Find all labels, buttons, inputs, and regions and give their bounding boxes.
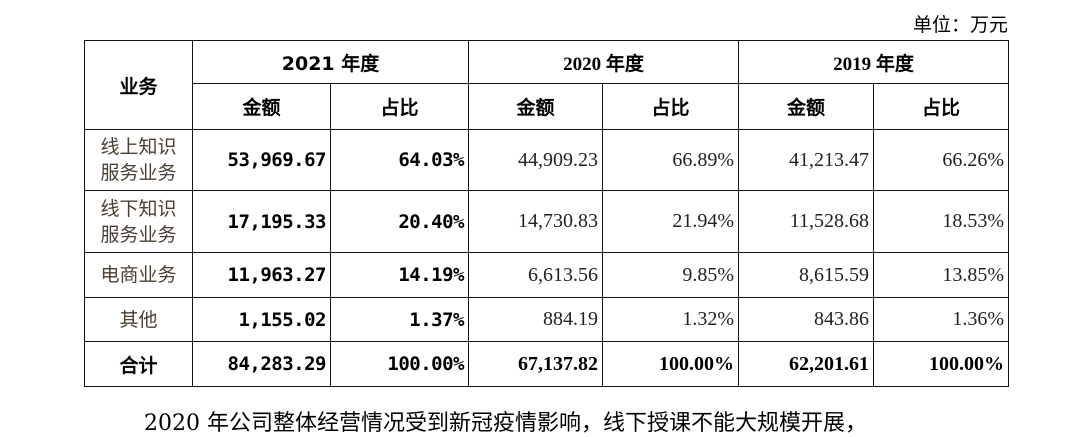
business-name: 线上知识 服务业务 bbox=[84, 129, 193, 191]
header-year: 2021 年度 bbox=[192, 40, 469, 84]
header-share: 占比 bbox=[873, 83, 1009, 130]
total-label: 合计 bbox=[84, 341, 193, 387]
business-name: 其他 bbox=[84, 297, 193, 342]
header-amount: 金额 bbox=[468, 83, 603, 130]
business-name-line: 服务业务 bbox=[100, 223, 177, 246]
cell: 14.19% bbox=[330, 252, 469, 298]
total-row: 合计 84,283.29 100.00% 67,137.82 100.00% 6… bbox=[84, 341, 1009, 387]
cell: 84,283.29 bbox=[192, 341, 331, 387]
cell: 9.85% bbox=[602, 252, 739, 298]
business-name-line: 服务业务 bbox=[100, 162, 177, 184]
cell: 6,613.56 bbox=[468, 252, 603, 298]
cell: 44,909.23 bbox=[468, 129, 603, 191]
table-row: 线下知识 服务业务 17,195.33 20.40% 14,730.83 21.94% 11… bbox=[84, 190, 1009, 253]
cell: 14,730.83 bbox=[468, 190, 603, 253]
header-share: 占比 bbox=[330, 83, 469, 130]
header-year: 2020 年度 bbox=[468, 40, 739, 84]
cell: 843.86 bbox=[738, 297, 874, 342]
header-share: 占比 bbox=[602, 83, 739, 130]
header-amount: 金额 bbox=[738, 83, 874, 130]
cell: 1.37% bbox=[330, 297, 469, 342]
business-name-line: 线上知识 bbox=[100, 136, 177, 158]
business-name-line: 其他 bbox=[119, 308, 158, 331]
header-year: 2019 年度 bbox=[738, 40, 1009, 84]
cell: 1.32% bbox=[602, 297, 739, 342]
cell: 53,969.67 bbox=[192, 129, 331, 191]
cell: 66.26% bbox=[873, 129, 1009, 191]
unit-label: 单位：万元 bbox=[912, 14, 1008, 36]
business-name: 线下知识 服务业务 bbox=[84, 190, 193, 253]
cell: 1.36% bbox=[873, 297, 1009, 342]
cell: 884.19 bbox=[468, 297, 603, 342]
cell: 100.00% bbox=[602, 341, 739, 387]
revenue-table: 业务 2021 年度 2020 年度 2019 年度 金额 占比 金额 占比 金… bbox=[84, 40, 1009, 387]
cell: 11,963.27 bbox=[192, 252, 331, 298]
cell: 21.94% bbox=[602, 190, 739, 253]
cell: 64.03% bbox=[330, 129, 469, 191]
cell: 18.53% bbox=[873, 190, 1009, 253]
table-row: 其他 1,155.02 1.37% 884.19 1.32% 843.86 1.36% bbox=[84, 297, 1009, 342]
cell: 100.00% bbox=[873, 341, 1009, 387]
table-row: 线上知识 服务业务 53,969.67 64.03% 44,909.23 66.89% 41… bbox=[84, 129, 1009, 191]
cell: 41,213.47 bbox=[738, 129, 874, 191]
cell: 1,155.02 bbox=[192, 297, 331, 342]
header-business: 业务 bbox=[84, 40, 193, 130]
cell: 66.89% bbox=[602, 129, 739, 191]
body-paragraph: 2020 年公司整体经营情况受到新冠疫情影响，线下授课不能大规模开展， bbox=[144, 411, 867, 436]
cell: 8,615.59 bbox=[738, 252, 874, 298]
table-row: 电商业务 11,963.27 14.19% 6,613.56 9.85% 8,615.59… bbox=[84, 252, 1009, 298]
business-name-line: 电商业务 bbox=[100, 264, 177, 286]
cell: 67,137.82 bbox=[468, 341, 603, 387]
cell: 20.40% bbox=[330, 190, 469, 253]
cell: 17,195.33 bbox=[192, 190, 331, 253]
business-name: 电商业务 bbox=[84, 252, 193, 298]
header-amount: 金额 bbox=[192, 83, 331, 130]
cell: 13.85% bbox=[873, 252, 1009, 298]
cell: 62,201.61 bbox=[738, 341, 874, 387]
cell: 100.00% bbox=[330, 341, 469, 387]
business-name-line: 线下知识 bbox=[100, 197, 177, 220]
cell: 11,528.68 bbox=[738, 190, 874, 253]
